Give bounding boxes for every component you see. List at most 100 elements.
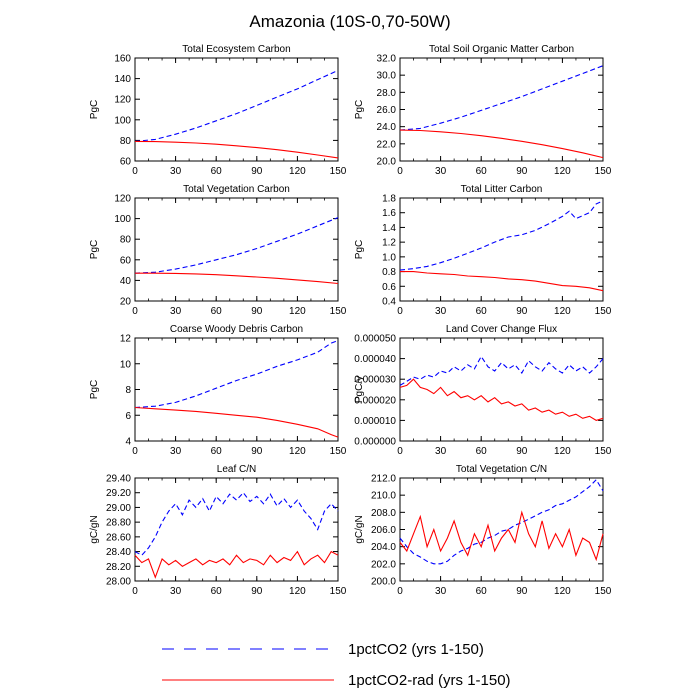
y-tick-label: 1.4 (382, 223, 396, 234)
series-line-1pctco2 (134, 217, 339, 274)
y-tick-label: 80 (120, 136, 132, 147)
y-tick-label: 12 (120, 334, 132, 345)
y-tick-label: 1.2 (382, 238, 396, 249)
x-tick-label: 30 (170, 306, 182, 317)
panel-title: Total Soil Organic Matter Carbon (429, 44, 574, 55)
y-tick-label: 0.000040 (354, 354, 396, 365)
y-tick-label: 30.0 (377, 71, 397, 82)
x-tick-label: 150 (595, 586, 612, 597)
series-line-1pctco2 (399, 200, 604, 271)
y-tick-label: 100 (114, 115, 131, 126)
y-tick-label: 80 (120, 235, 132, 246)
x-tick-label: 120 (554, 586, 571, 597)
plot-frame (134, 197, 339, 302)
y-axis-label: gC/gN (354, 515, 365, 543)
x-tick-label: 60 (476, 166, 488, 177)
series-line-1pctco2 (399, 478, 604, 565)
y-axis-label: PgC (354, 100, 365, 119)
panel-total-ecosystem-carbon: Total Ecosystem Carbon 0 30 60 90 120 150 60 80 1… (89, 44, 347, 177)
x-tick-label: 0 (397, 586, 403, 597)
series-line-1pctco2-rad (399, 378, 604, 421)
series-line-1pctco2-rad (399, 510, 604, 562)
y-axis-label: PgC (354, 240, 365, 259)
panel-title: Total Ecosystem Carbon (182, 44, 290, 55)
y-tick-label: 100 (114, 214, 131, 225)
y-tick-label: 1.0 (382, 252, 396, 263)
series-line-1pctco2 (134, 340, 339, 409)
y-tick-label: 200.0 (371, 577, 396, 588)
x-tick-label: 30 (170, 446, 182, 457)
series-line-1pctco2-rad (134, 406, 339, 438)
y-tick-label: 0.4 (382, 297, 396, 308)
y-axis-label: PgC (89, 380, 100, 399)
x-tick-label: 30 (435, 166, 447, 177)
y-tick-label: 26.0 (377, 105, 397, 116)
x-tick-label: 60 (211, 586, 223, 597)
x-tick-label: 60 (476, 446, 488, 457)
y-axis-label: gC/gN (89, 515, 100, 543)
series-line-1pctco2 (399, 355, 604, 386)
x-tick-label: 90 (251, 446, 263, 457)
plot-frame (134, 477, 339, 582)
series-line-1pctco2-rad (134, 140, 339, 159)
legend-label: 1pctCO2-rad (yrs 1-150) (348, 672, 511, 689)
x-tick-label: 0 (132, 446, 138, 457)
series-line-1pctco2-rad (400, 271, 604, 292)
series-line-1pctco2-rad (399, 129, 604, 159)
x-tick-label: 150 (330, 166, 347, 177)
y-tick-label: 160 (114, 54, 131, 65)
x-tick-label: 0 (132, 166, 138, 177)
plot-frame (399, 57, 604, 162)
y-tick-label: 206.0 (371, 525, 396, 536)
y-tick-label: 24.0 (377, 122, 397, 133)
panel-title: Total Vegetation Carbon (183, 184, 290, 195)
x-tick-label: 150 (330, 586, 347, 597)
x-tick-label: 30 (170, 166, 182, 177)
x-tick-label: 120 (554, 306, 571, 317)
x-tick-label: 150 (330, 446, 347, 457)
y-tick-label: 20.0 (377, 157, 397, 168)
x-tick-label: 90 (251, 166, 263, 177)
y-tick-label: 208.0 (371, 508, 396, 519)
y-tick-label: 28.20 (106, 562, 131, 573)
y-tick-label: 0.000030 (354, 375, 396, 386)
x-tick-label: 90 (516, 306, 528, 317)
x-tick-label: 0 (397, 166, 403, 177)
y-tick-label: 60 (120, 255, 132, 266)
x-tick-label: 90 (516, 166, 528, 177)
x-tick-label: 90 (251, 306, 263, 317)
y-tick-label: 32.0 (377, 54, 397, 65)
x-tick-label: 0 (132, 586, 138, 597)
x-tick-label: 60 (476, 586, 488, 597)
panel-coarse-woody-debris-carbon: Coarse Woody Debris Carbon 0 30 60 90 120 150 4… (89, 324, 347, 457)
figure-title: Amazonia (10S-0,70-50W) (249, 12, 450, 31)
y-axis-label: PgC (89, 100, 100, 119)
x-tick-label: 0 (397, 446, 403, 457)
x-tick-label: 90 (516, 446, 528, 457)
series-line-1pctco2-rad (134, 550, 339, 579)
panel-total-vegetation-carbon: Total Vegetation Carbon 0 30 60 90 120 150 20 40… (89, 184, 347, 317)
y-tick-label: 202.0 (371, 559, 396, 570)
y-axis-label: PgC/y (354, 376, 365, 403)
panel-title: Coarse Woody Debris Carbon (170, 324, 303, 335)
y-tick-label: 212.0 (371, 474, 396, 485)
x-tick-label: 120 (289, 166, 306, 177)
legend: 1pctCO2 (yrs 1-150) 1pctCO2-rad (yrs 1-15… (162, 641, 511, 689)
x-tick-label: 30 (170, 586, 182, 597)
series-line-1pctco2 (134, 69, 339, 142)
x-tick-label: 60 (211, 166, 223, 177)
y-tick-label: 120 (114, 194, 131, 205)
x-tick-label: 30 (435, 446, 447, 457)
y-tick-label: 1.8 (382, 194, 396, 205)
y-tick-label: 20 (120, 297, 132, 308)
x-tick-label: 60 (476, 306, 488, 317)
y-tick-label: 140 (114, 74, 131, 85)
x-tick-label: 0 (397, 306, 403, 317)
plot-frame (399, 477, 604, 582)
y-tick-label: 28.80 (106, 518, 131, 529)
y-axis-label: PgC (89, 240, 100, 259)
y-tick-label: 210.0 (371, 491, 396, 502)
x-tick-label: 120 (554, 446, 571, 457)
